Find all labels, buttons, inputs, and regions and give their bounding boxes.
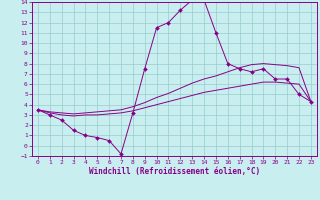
X-axis label: Windchill (Refroidissement éolien,°C): Windchill (Refroidissement éolien,°C) (89, 167, 260, 176)
